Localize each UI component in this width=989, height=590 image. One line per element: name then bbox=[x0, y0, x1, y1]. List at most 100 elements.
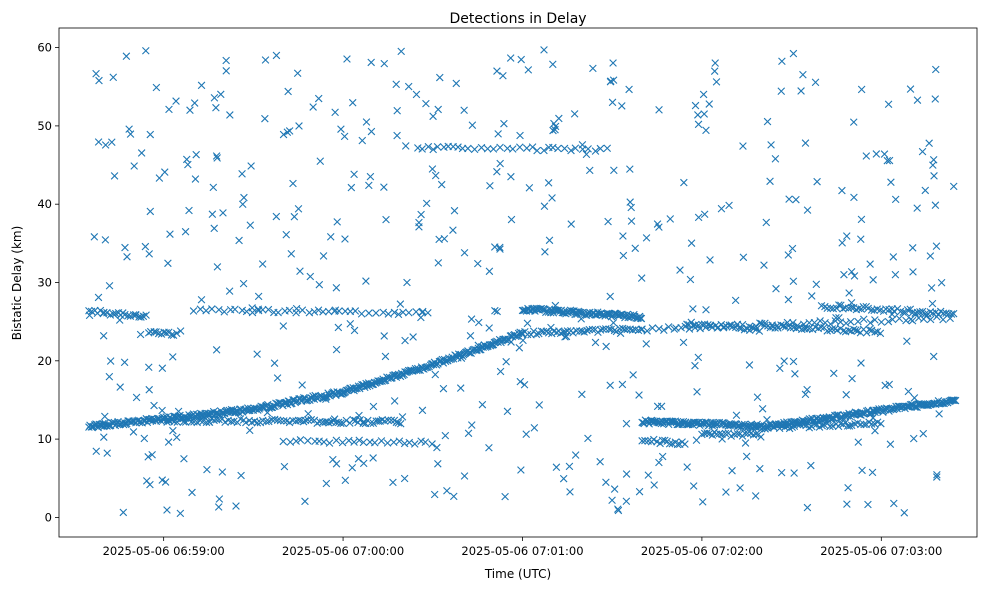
scatter-point bbox=[501, 492, 509, 501]
scatter-point bbox=[142, 311, 150, 319]
scatter-point bbox=[324, 307, 333, 316]
chart-title: Detections in Delay bbox=[449, 11, 586, 27]
scatter-point bbox=[823, 327, 832, 335]
scatter-point bbox=[918, 147, 927, 156]
scatter-point bbox=[131, 310, 140, 319]
scatter-point bbox=[496, 245, 504, 253]
scatter-point bbox=[562, 332, 571, 341]
scatter-point bbox=[454, 143, 462, 151]
scatter-point bbox=[429, 112, 437, 121]
scatter-point bbox=[382, 215, 390, 224]
scatter-point bbox=[330, 415, 339, 423]
scatter-point bbox=[777, 321, 785, 329]
scatter-point bbox=[876, 329, 885, 338]
scatter-point bbox=[126, 130, 135, 138]
scatter-point bbox=[381, 352, 390, 361]
scatter-point bbox=[273, 416, 282, 424]
scatter-point bbox=[441, 431, 450, 440]
scatter-point bbox=[464, 144, 472, 153]
scatter-point bbox=[823, 304, 832, 313]
scatter-point bbox=[383, 439, 392, 447]
scatter-point bbox=[421, 438, 430, 446]
scatter-point bbox=[885, 156, 894, 165]
scatter-point bbox=[760, 424, 769, 433]
scatter-point bbox=[743, 324, 752, 333]
scatter-point bbox=[430, 490, 439, 499]
scatter-point bbox=[858, 409, 866, 417]
scatter-point bbox=[641, 436, 649, 445]
scatter-point bbox=[733, 429, 742, 438]
scatter-point bbox=[565, 462, 574, 471]
scatter-point bbox=[289, 179, 297, 188]
scatter-point bbox=[435, 73, 444, 82]
scatter-point bbox=[559, 474, 568, 483]
scatter-point bbox=[158, 364, 167, 372]
scatter-point bbox=[801, 139, 810, 147]
scatter-point bbox=[125, 125, 133, 133]
scatter-point bbox=[880, 150, 889, 158]
scatter-point bbox=[176, 327, 185, 335]
scatter-point bbox=[891, 195, 900, 204]
scatter-point bbox=[493, 67, 501, 75]
scatter-point bbox=[384, 310, 393, 318]
scatter-point bbox=[750, 324, 758, 332]
scatter-point bbox=[433, 142, 442, 151]
scatter-point bbox=[186, 106, 194, 115]
scatter-point bbox=[932, 473, 941, 481]
scatter-point bbox=[332, 459, 341, 468]
scatter-point bbox=[679, 338, 688, 347]
scatter-point bbox=[933, 470, 941, 479]
scatter-point bbox=[791, 370, 799, 378]
scatter-point bbox=[449, 492, 458, 501]
scatter-point bbox=[700, 110, 709, 118]
scatter-point bbox=[346, 320, 355, 328]
scatter-point bbox=[673, 440, 682, 449]
scatter-point bbox=[202, 418, 211, 427]
scatter-point bbox=[429, 145, 437, 154]
scatter-point bbox=[238, 170, 246, 178]
scatter-point bbox=[866, 260, 874, 268]
scatter-point bbox=[603, 144, 612, 153]
scatter-point bbox=[506, 54, 515, 62]
y-tick-label: 60 bbox=[37, 41, 52, 55]
scatter-point bbox=[931, 201, 940, 209]
scatter-point bbox=[166, 230, 174, 238]
scatter-point bbox=[160, 168, 169, 176]
scatter-point bbox=[289, 416, 297, 425]
scatter-point bbox=[517, 55, 526, 64]
scatter-point bbox=[578, 141, 587, 149]
scatter-point bbox=[155, 174, 164, 182]
scatter-point bbox=[285, 418, 294, 427]
scatter-point bbox=[551, 301, 560, 310]
scatter-point bbox=[570, 110, 579, 118]
scatter-point bbox=[240, 193, 248, 202]
scatter-point bbox=[215, 495, 224, 503]
scatter-point bbox=[470, 145, 479, 154]
scatter-point bbox=[161, 478, 170, 486]
scatter-point bbox=[533, 146, 541, 155]
scatter-point bbox=[248, 304, 256, 312]
scatter-point bbox=[642, 234, 651, 242]
scatter-point bbox=[680, 178, 688, 187]
scatter-point bbox=[210, 94, 219, 102]
scatter-point bbox=[736, 484, 744, 492]
scatter-point bbox=[396, 300, 405, 308]
scatter-point bbox=[106, 357, 115, 365]
scatter-point bbox=[703, 429, 711, 437]
scatter-point bbox=[394, 310, 403, 319]
scatter-point bbox=[702, 305, 710, 314]
scatter-point bbox=[567, 146, 575, 155]
scatter-point bbox=[637, 274, 646, 282]
scatter-point bbox=[337, 419, 345, 428]
scatter-point bbox=[891, 270, 900, 279]
scatter-point bbox=[219, 209, 227, 217]
scatter-point bbox=[372, 309, 380, 317]
scatter-point bbox=[792, 195, 800, 204]
scatter-point bbox=[837, 301, 845, 310]
scatter-point bbox=[287, 250, 296, 258]
scatter-point bbox=[802, 421, 810, 430]
y-tick-label: 20 bbox=[37, 354, 52, 368]
scatter-point bbox=[366, 172, 375, 181]
scatter-point bbox=[213, 154, 221, 162]
